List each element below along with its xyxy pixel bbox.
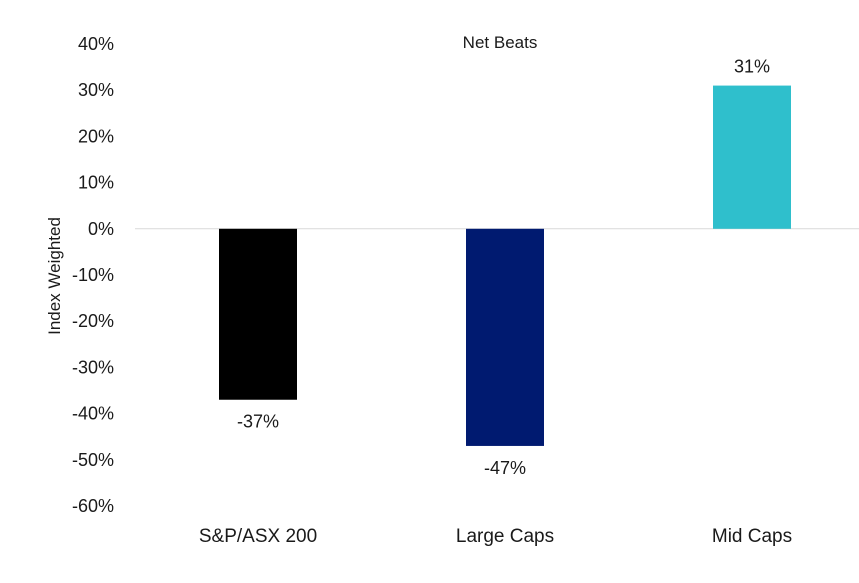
- bars: [219, 85, 791, 446]
- bar-data-label: -37%: [237, 412, 279, 432]
- y-tick-label: -50%: [72, 450, 114, 470]
- y-tick-label: 30%: [78, 80, 114, 100]
- bar: [713, 85, 791, 229]
- y-tick-label: 40%: [78, 34, 114, 54]
- y-tick-label: -30%: [72, 357, 114, 377]
- y-axis-ticks: 40% 30% 20% 10% 0% -10% -20% -30% -40% -50% -60%: [72, 34, 114, 516]
- category-label: Large Caps: [456, 526, 554, 547]
- category-labels: S&P/ASX 200 Large Caps Mid Caps: [199, 526, 792, 547]
- y-tick-label: 10%: [78, 173, 114, 193]
- category-label: S&P/ASX 200: [199, 526, 317, 547]
- y-axis-title: Index Weighted: [45, 217, 64, 335]
- bar: [219, 228, 297, 400]
- data-labels: -37% -47% 31%: [237, 57, 770, 478]
- y-tick-label: -10%: [72, 265, 114, 285]
- y-tick-label: 0%: [88, 219, 114, 239]
- y-tick-label: -40%: [72, 404, 114, 424]
- y-tick-label: 20%: [78, 126, 114, 146]
- y-tick-label: -20%: [72, 311, 114, 331]
- bar-data-label: 31%: [734, 57, 770, 77]
- bar: [466, 228, 544, 446]
- category-label: Mid Caps: [712, 526, 792, 547]
- chart-title: Net Beats: [463, 33, 538, 52]
- y-tick-label: -60%: [72, 496, 114, 516]
- bar-data-label: -47%: [484, 458, 526, 478]
